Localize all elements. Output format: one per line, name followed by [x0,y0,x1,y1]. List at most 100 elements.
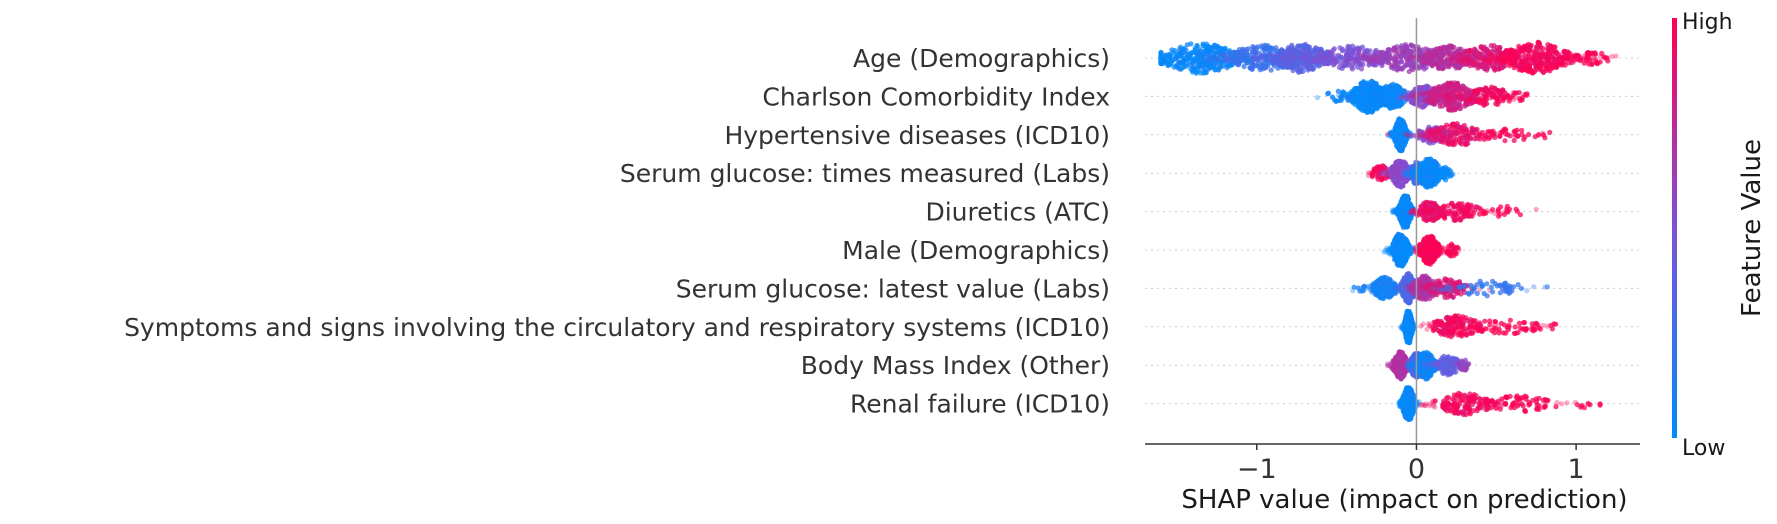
shap-point [1205,52,1212,59]
shap-point [1368,104,1374,111]
shap-point [1446,64,1452,70]
shap-point [1250,55,1256,61]
shap-point [1192,45,1198,52]
shap-point [1300,68,1306,74]
shap-point [1429,94,1435,100]
shap-point [1474,89,1480,95]
shap-point [1431,48,1437,54]
shap-point [1503,131,1509,137]
shap-point [1400,121,1406,128]
shap-point [1424,54,1430,60]
shap-point [1376,92,1382,98]
shap-point [1287,54,1293,60]
shap-point [1311,48,1317,55]
shap-point [1341,57,1348,63]
shap-point [1449,54,1455,60]
shap-point [1254,56,1260,62]
shap-point [1547,129,1553,135]
shap-point [1401,92,1407,98]
shap-point [1349,66,1355,72]
shap-point [1444,122,1450,128]
shap-point [1189,69,1196,75]
shap-point [1544,66,1551,72]
shap-point [1395,118,1401,124]
shap-point [1491,57,1497,63]
shap-point [1420,91,1427,97]
shap-point [1303,53,1309,59]
shap-point [1340,89,1346,95]
shap-point [1270,56,1276,63]
shap-point [1500,96,1506,102]
shap-point [1472,46,1478,52]
shap-point [1482,100,1488,106]
shap-point [1492,85,1498,91]
shap-point [1383,93,1389,99]
shap-point [1483,94,1489,100]
shap-point [1231,58,1238,64]
shap-point [1609,53,1615,59]
shap-point [1345,94,1351,101]
shap-point [1474,52,1480,58]
shap-point [1188,41,1194,47]
shap-point [1385,131,1391,137]
shap-point [1403,55,1409,61]
shap-point [1366,52,1372,58]
shap-point [1352,101,1358,108]
shap-point [1258,54,1264,60]
shap-point [1432,134,1438,140]
shap-point [1561,50,1567,56]
shap-point [1481,56,1487,62]
shap-point [1288,56,1294,62]
shap-point [1437,46,1443,53]
shap-point [1491,46,1497,53]
shap-point [1213,58,1219,64]
shap-point [1255,56,1261,62]
shap-point [1439,57,1445,63]
shap-point [1520,94,1526,100]
shap-point [1267,45,1273,51]
shap-point [1487,134,1493,140]
shap-point [1497,133,1503,139]
shap-point [1258,53,1265,59]
shap-point [1446,106,1452,112]
shap-point [1414,47,1420,54]
shap-point [1363,54,1369,60]
shap-point [1204,43,1211,50]
shap-point [1180,59,1186,66]
shap-point [1445,138,1452,144]
shap-point [1490,91,1496,97]
shap-point [1424,97,1430,104]
shap-point [1452,62,1458,68]
shap-point [1346,44,1353,50]
shap-point [1357,52,1363,58]
shap-point [1329,52,1335,58]
shap-point [1243,46,1249,52]
shap-point [1591,50,1597,56]
shap-point [1205,57,1211,64]
shap-point [1587,57,1593,64]
shap-point [1200,55,1206,61]
shap-point [1258,54,1264,60]
shap-point [1289,53,1295,59]
feature-row-points [1385,116,1553,154]
shap-point [1533,52,1539,58]
shap-point [1358,58,1364,64]
shap-point [1481,87,1487,93]
shap-point [1351,57,1357,64]
shap-point [1395,86,1401,92]
shap-point [1498,52,1504,59]
shap-point [1171,57,1177,63]
shap-point [1438,93,1444,99]
shap-point [1205,57,1211,63]
shap-point [1224,65,1230,71]
shap-point [1344,48,1350,54]
shap-point [1207,59,1213,65]
shap-point [1308,65,1315,71]
shap-point [1194,59,1200,66]
shap-point [1305,54,1311,60]
shap-point [1206,52,1212,58]
shap-point [1333,98,1339,104]
shap-point [1337,45,1343,51]
shap-point [1368,94,1374,100]
